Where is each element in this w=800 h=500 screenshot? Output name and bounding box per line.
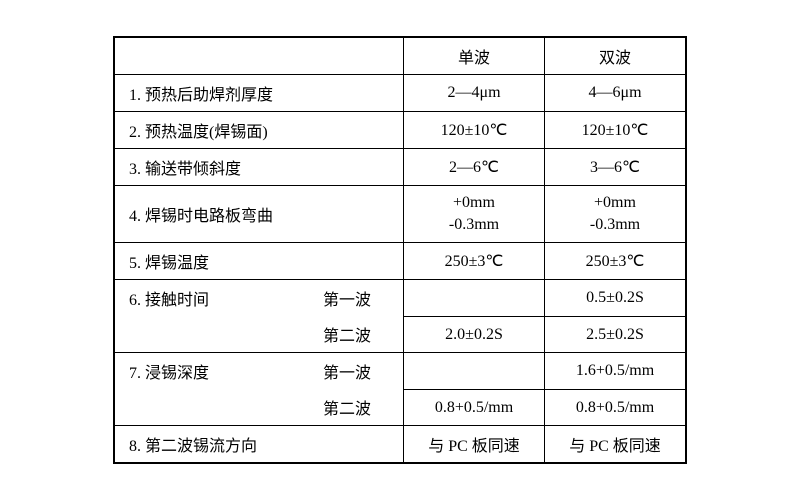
row7-sub1: 第一波 bbox=[289, 353, 404, 390]
row7-c1b: 0.8+0.5/mm bbox=[404, 389, 545, 426]
row4-c2b: -0.3mm bbox=[590, 216, 640, 233]
row5-label: 5. 焊锡温度 bbox=[114, 243, 404, 280]
row-8: 8. 第二波锡流方向 与 PC 板同速 与 PC 板同速 bbox=[114, 426, 686, 464]
row8-label: 8. 第二波锡流方向 bbox=[114, 426, 404, 464]
header-col2: 双波 bbox=[545, 37, 687, 75]
row3-c2: 3—6℃ bbox=[545, 148, 687, 185]
row8-c1: 与 PC 板同速 bbox=[404, 426, 545, 464]
row-6a: 6. 接触时间 第一波 0.5±0.2S bbox=[114, 280, 686, 317]
row2-c1: 120±10℃ bbox=[404, 111, 545, 148]
row-2: 2. 预热温度(焊锡面) 120±10℃ 120±10℃ bbox=[114, 111, 686, 148]
row7-c2a: 1.6+0.5/mm bbox=[545, 353, 687, 390]
row2-label: 2. 预热温度(焊锡面) bbox=[114, 111, 404, 148]
row6-c2b: 2.5±0.2S bbox=[545, 316, 687, 353]
row4-c2a: +0mm bbox=[594, 194, 636, 211]
row7-sub2: 第二波 bbox=[289, 389, 404, 426]
parameters-table: 单波 双波 1. 预热后助焊剂厚度 2—4μm 4—6μm 2. 预热温度(焊锡… bbox=[113, 36, 687, 465]
row7-label-empty bbox=[114, 389, 289, 426]
header-col1: 单波 bbox=[404, 37, 545, 75]
row6-c1a bbox=[404, 280, 545, 317]
row4-c1: +0mm -0.3mm bbox=[404, 185, 545, 243]
row6-c1b: 2.0±0.2S bbox=[404, 316, 545, 353]
row7-c1a bbox=[404, 353, 545, 390]
row5-c1: 250±3℃ bbox=[404, 243, 545, 280]
row7-label: 7. 浸锡深度 bbox=[114, 353, 289, 390]
row2-c2: 120±10℃ bbox=[545, 111, 687, 148]
row6-label-empty bbox=[114, 316, 289, 353]
row-3: 3. 输送带倾斜度 2—6℃ 3—6℃ bbox=[114, 148, 686, 185]
row1-label: 1. 预热后助焊剂厚度 bbox=[114, 74, 404, 111]
row5-c2: 250±3℃ bbox=[545, 243, 687, 280]
row1-c2: 4—6μm bbox=[545, 74, 687, 111]
row-7b: 第二波 0.8+0.5/mm 0.8+0.5/mm bbox=[114, 389, 686, 426]
row4-c1b: -0.3mm bbox=[449, 216, 499, 233]
header-row: 单波 双波 bbox=[114, 37, 686, 75]
row6-label: 6. 接触时间 bbox=[114, 280, 289, 317]
row1-c1: 2—4μm bbox=[404, 74, 545, 111]
row7-c2b: 0.8+0.5/mm bbox=[545, 389, 687, 426]
row-4: 4. 焊锡时电路板弯曲 +0mm -0.3mm +0mm -0.3mm bbox=[114, 185, 686, 243]
row3-c1: 2—6℃ bbox=[404, 148, 545, 185]
row4-c1a: +0mm bbox=[453, 194, 495, 211]
row8-c2: 与 PC 板同速 bbox=[545, 426, 687, 464]
row4-label: 4. 焊锡时电路板弯曲 bbox=[114, 185, 404, 243]
row6-sub1: 第一波 bbox=[289, 280, 404, 317]
row3-label: 3. 输送带倾斜度 bbox=[114, 148, 404, 185]
header-empty bbox=[114, 37, 404, 75]
row-7a: 7. 浸锡深度 第一波 1.6+0.5/mm bbox=[114, 353, 686, 390]
row-5: 5. 焊锡温度 250±3℃ 250±3℃ bbox=[114, 243, 686, 280]
row4-c2: +0mm -0.3mm bbox=[545, 185, 687, 243]
row-6b: 第二波 2.0±0.2S 2.5±0.2S bbox=[114, 316, 686, 353]
row6-c2a: 0.5±0.2S bbox=[545, 280, 687, 317]
row-1: 1. 预热后助焊剂厚度 2—4μm 4—6μm bbox=[114, 74, 686, 111]
row6-sub2: 第二波 bbox=[289, 316, 404, 353]
